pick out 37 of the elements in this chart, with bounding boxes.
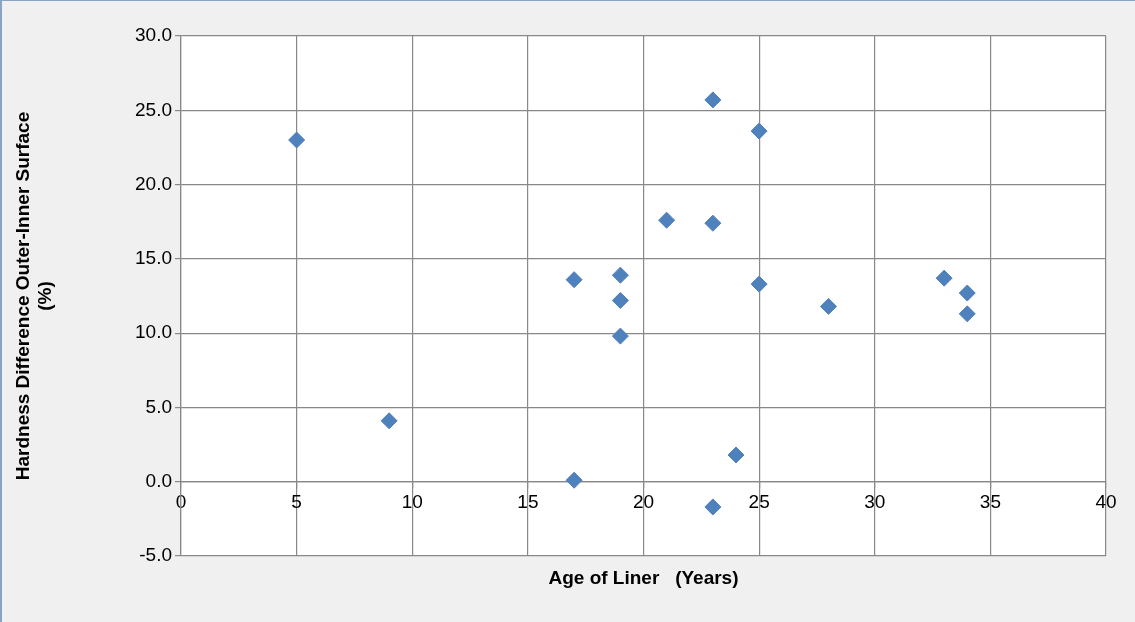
point bbox=[704, 91, 722, 109]
x-tick-label: 0 bbox=[175, 491, 187, 513]
y-axis-title: Hardness Difference Outer-Inner Surface (%) bbox=[11, 111, 56, 481]
x-tick-label: 25 bbox=[748, 491, 770, 513]
x-tick-label: 35 bbox=[979, 491, 1001, 513]
y-tick-label: 30.0 bbox=[135, 24, 172, 46]
x-tick-label: 5 bbox=[291, 491, 302, 513]
point bbox=[611, 291, 629, 309]
point bbox=[704, 498, 722, 516]
point bbox=[658, 211, 676, 229]
x-axis-title: Age of Liner (Years) bbox=[547, 567, 740, 589]
x-tick-label: 40 bbox=[1095, 491, 1117, 513]
point bbox=[750, 275, 768, 293]
y-tick-label: 15.0 bbox=[135, 247, 172, 269]
x-tick-label: 30 bbox=[864, 491, 886, 513]
x-tick-label: 20 bbox=[632, 491, 655, 513]
point bbox=[958, 305, 976, 323]
point bbox=[611, 327, 629, 345]
y-tick-label: 5.0 bbox=[145, 395, 172, 417]
point bbox=[704, 214, 722, 232]
y-tick-label: -5.0 bbox=[139, 544, 172, 566]
point bbox=[380, 412, 398, 430]
point bbox=[565, 271, 583, 289]
y-tick-label: 0.0 bbox=[145, 469, 172, 491]
point bbox=[611, 266, 629, 284]
point bbox=[750, 122, 768, 140]
y-tick-label: 20.0 bbox=[135, 172, 172, 194]
point bbox=[727, 446, 745, 464]
x-tick-label: 10 bbox=[401, 491, 423, 513]
point bbox=[565, 471, 583, 489]
y-tick-label: 10.0 bbox=[135, 321, 172, 343]
point bbox=[935, 269, 953, 287]
point bbox=[288, 131, 306, 149]
point bbox=[958, 284, 976, 302]
y-tick-label: 25.0 bbox=[135, 98, 172, 120]
x-tick-label: 15 bbox=[517, 491, 539, 513]
point bbox=[820, 297, 837, 315]
